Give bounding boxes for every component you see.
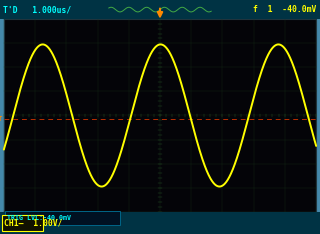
Text: CH1—  1.00V/: CH1— 1.00V/ [4,218,62,227]
Text: T'D   1.000us/: T'D 1.000us/ [3,5,71,14]
Bar [2,215,43,231]
Text: T: T [0,116,2,122]
Bar [0,0,320,19]
Text: TRIG LVL:-40.0mV: TRIG LVL:-40.0mV [7,215,71,221]
Bar [4,19,316,212]
Bar [0,212,320,234]
Text: f  1  -40.0mV: f 1 -40.0mV [253,5,317,14]
Bar [5,211,120,225]
